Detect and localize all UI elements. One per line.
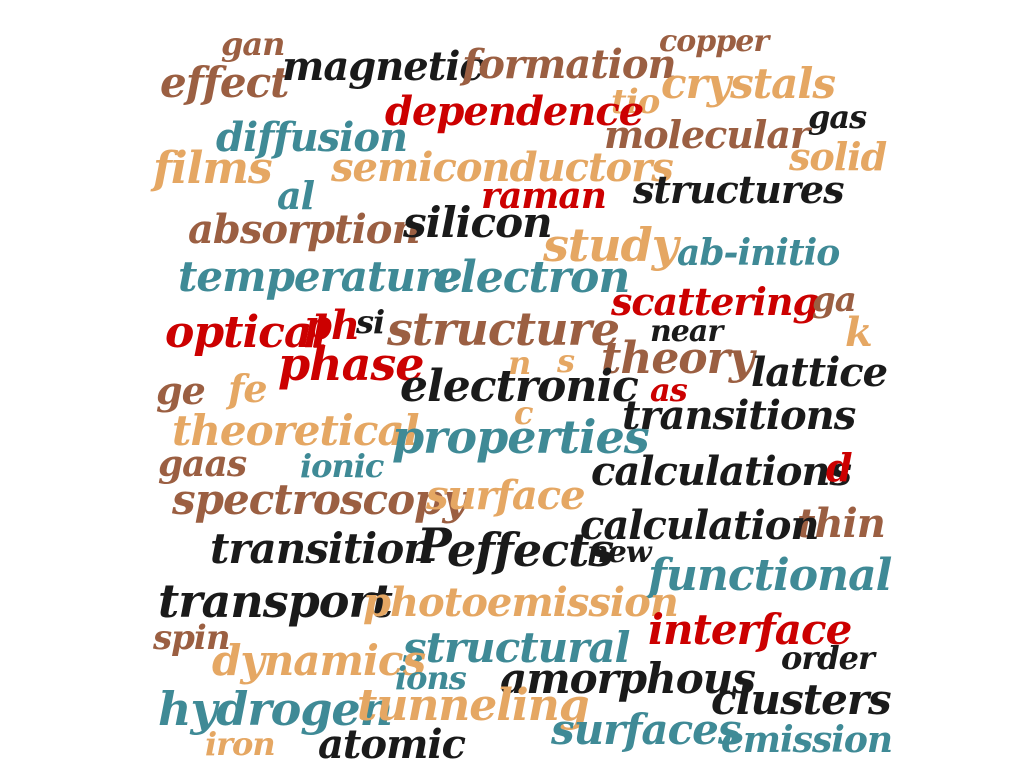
word-surface: surface xyxy=(426,472,586,519)
word-tio: tio xyxy=(611,82,660,122)
word-P: P xyxy=(417,518,452,572)
word-emission: emission xyxy=(721,719,893,761)
word-structural: structural xyxy=(403,623,631,672)
word-near: near xyxy=(650,314,723,349)
word-raman: raman xyxy=(481,175,607,217)
word-magnetic: magnetic xyxy=(282,43,484,90)
word-semiconductors: semiconductors xyxy=(331,144,674,191)
word-ionic: ionic xyxy=(300,447,384,485)
word-gas: gas xyxy=(808,98,867,136)
word-solid: solid xyxy=(789,134,887,179)
word-absorption: absorption xyxy=(188,206,421,253)
word-silicon: silicon xyxy=(403,198,553,247)
word-clusters: clusters xyxy=(711,675,892,724)
word-ga: ga xyxy=(812,280,857,320)
word-crystals: crystals xyxy=(661,59,836,108)
word-electron: electron xyxy=(433,252,630,303)
word-effects: effects xyxy=(447,523,614,577)
word-hydrogen: hydrogen xyxy=(158,682,393,736)
word-s: s xyxy=(557,342,575,380)
word-spin: spin xyxy=(153,618,231,658)
word-optical: optical xyxy=(165,307,328,358)
word-study: study xyxy=(543,218,678,272)
word-ab-initio: ab-initio xyxy=(677,232,840,274)
word-temperature: temperature xyxy=(178,252,463,301)
word-transition: transition xyxy=(210,524,434,573)
word-gan: gan xyxy=(221,25,285,63)
word-d: d xyxy=(826,445,853,490)
word-effect: effect xyxy=(160,58,290,107)
word-amorphous: amorphous xyxy=(500,654,756,703)
word-lattice: lattice xyxy=(751,349,888,396)
word-fe: fe xyxy=(228,366,268,411)
word-transport: transport xyxy=(158,574,393,628)
word-structure: structure xyxy=(387,302,620,356)
word-ions: ions xyxy=(395,659,467,697)
word-molecular: molecular xyxy=(604,112,810,157)
word-iron: iron xyxy=(205,725,276,763)
word-ge: ge xyxy=(156,368,206,413)
word-thin: thin xyxy=(797,500,886,547)
word-as: as xyxy=(650,371,688,409)
word-dynamics: dynamics xyxy=(212,636,426,685)
word-si: si xyxy=(356,303,385,341)
word-new: new xyxy=(587,535,652,570)
word-formation: formation xyxy=(462,41,677,88)
word-atomic: atomic xyxy=(318,721,466,768)
word-theory: theory xyxy=(601,333,754,384)
word-phase: phase xyxy=(278,337,425,391)
word-structures: structures xyxy=(633,167,845,212)
word-transitions: transitions xyxy=(622,392,856,439)
word-gaas: gaas xyxy=(158,443,247,485)
word-theoretical: theoretical xyxy=(172,406,420,455)
word-c: c xyxy=(514,394,534,432)
word-properties: properties xyxy=(392,410,650,464)
word-electronic: electronic xyxy=(400,361,639,412)
word-order: order xyxy=(781,639,875,677)
word-tunneling: tunneling xyxy=(357,680,589,731)
word-calculation: calculation xyxy=(580,502,819,549)
word-diffusion: diffusion xyxy=(216,114,408,161)
word-interface: interface xyxy=(648,605,852,654)
word-photoemission: photoemission xyxy=(363,579,679,626)
word-k: k xyxy=(845,309,873,356)
word-ph: ph xyxy=(304,302,360,349)
word-calculations: calculations xyxy=(591,448,852,495)
word-surfaces: surfaces xyxy=(551,705,742,754)
word-al: al xyxy=(277,173,315,218)
word-dependence: dependence xyxy=(385,88,644,135)
word-spectroscopy: spectroscopy xyxy=(172,475,467,524)
word-copper: copper xyxy=(659,24,769,59)
word-films: films xyxy=(153,143,273,194)
word-scattering: scattering xyxy=(611,279,819,324)
word-n: n xyxy=(508,344,531,382)
word-functional: functional xyxy=(648,550,892,601)
